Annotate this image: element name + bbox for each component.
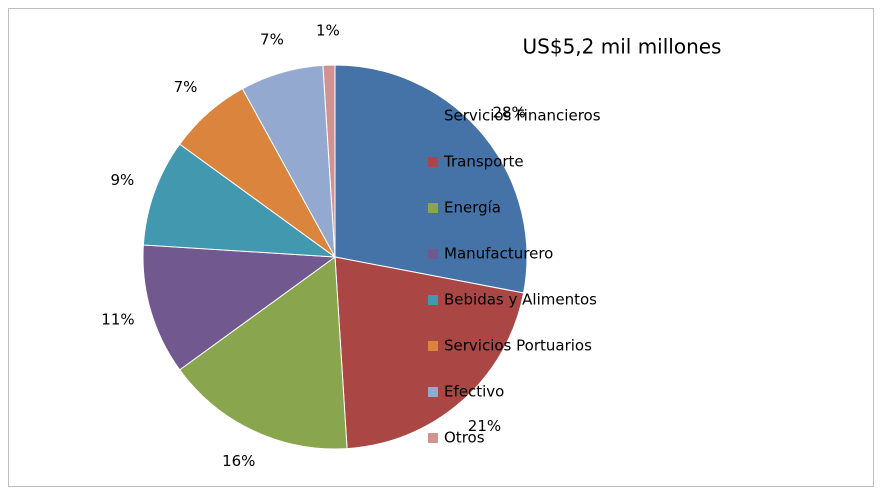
legend-label: Efectivo: [444, 383, 504, 401]
legend-label: Servicios Portuarios: [444, 337, 592, 355]
legend-label: Transporte: [443, 153, 524, 171]
pie-slice: [334, 64, 528, 294]
legend-swatch: [428, 433, 438, 443]
pie-slice: [142, 143, 337, 258]
legend-swatch: [428, 111, 438, 121]
legend-label: Energía: [444, 199, 501, 217]
data-label: 28%: [492, 103, 525, 121]
pie-slice: [142, 244, 337, 371]
legend-label: Bebidas y Alimentos: [444, 291, 597, 309]
data-label: 11%: [101, 311, 134, 329]
data-label: 9%: [110, 171, 134, 189]
data-label: 7%: [260, 30, 284, 48]
legend-swatch: [428, 157, 438, 167]
legend-label: Servicios Financieros: [444, 107, 601, 125]
legend-label: Manufacturero: [444, 245, 553, 263]
data-label: 21%: [468, 417, 501, 435]
pie-slice: [322, 64, 336, 258]
data-label: 7%: [174, 78, 198, 96]
data-label: 1%: [316, 22, 340, 40]
chart-title: US$5,2 mil millones: [523, 35, 722, 59]
pie-slice: [178, 256, 348, 450]
legend-swatch: [428, 387, 438, 397]
legend-label: Otros: [444, 429, 485, 447]
data-label: 16%: [222, 452, 255, 470]
legend-swatch: [428, 295, 438, 305]
legend-swatch: [428, 203, 438, 213]
pie-slice: [334, 256, 525, 450]
legend-swatch: [428, 341, 438, 351]
legend-swatch: [428, 249, 438, 259]
